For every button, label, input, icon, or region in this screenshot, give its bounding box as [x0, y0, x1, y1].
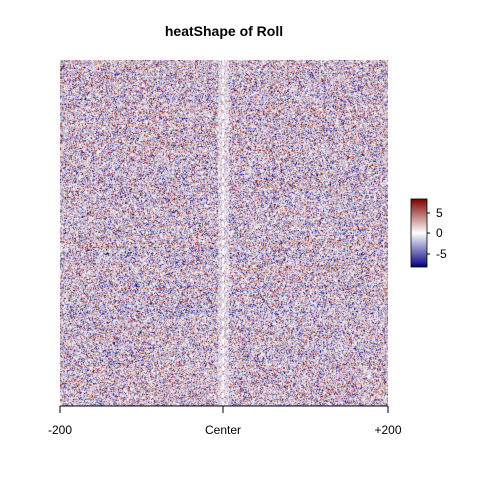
- x-tick-label-center: Center: [205, 423, 241, 437]
- legend-label-0: 0: [436, 226, 443, 240]
- heatmap-panel: [60, 60, 388, 406]
- x-tick-label-left: -200: [48, 423, 72, 437]
- legend-colorbar: [410, 198, 428, 268]
- color-legend: 5 0 -5: [410, 198, 447, 268]
- legend-label-5: 5: [436, 206, 443, 220]
- x-tick-label-right: +200: [374, 423, 401, 437]
- heatmap-cells: [60, 60, 388, 406]
- chart-title: heatShape of Roll: [165, 23, 283, 39]
- x-axis: -200 Center +200: [48, 405, 402, 437]
- legend-label-neg5: -5: [436, 247, 447, 261]
